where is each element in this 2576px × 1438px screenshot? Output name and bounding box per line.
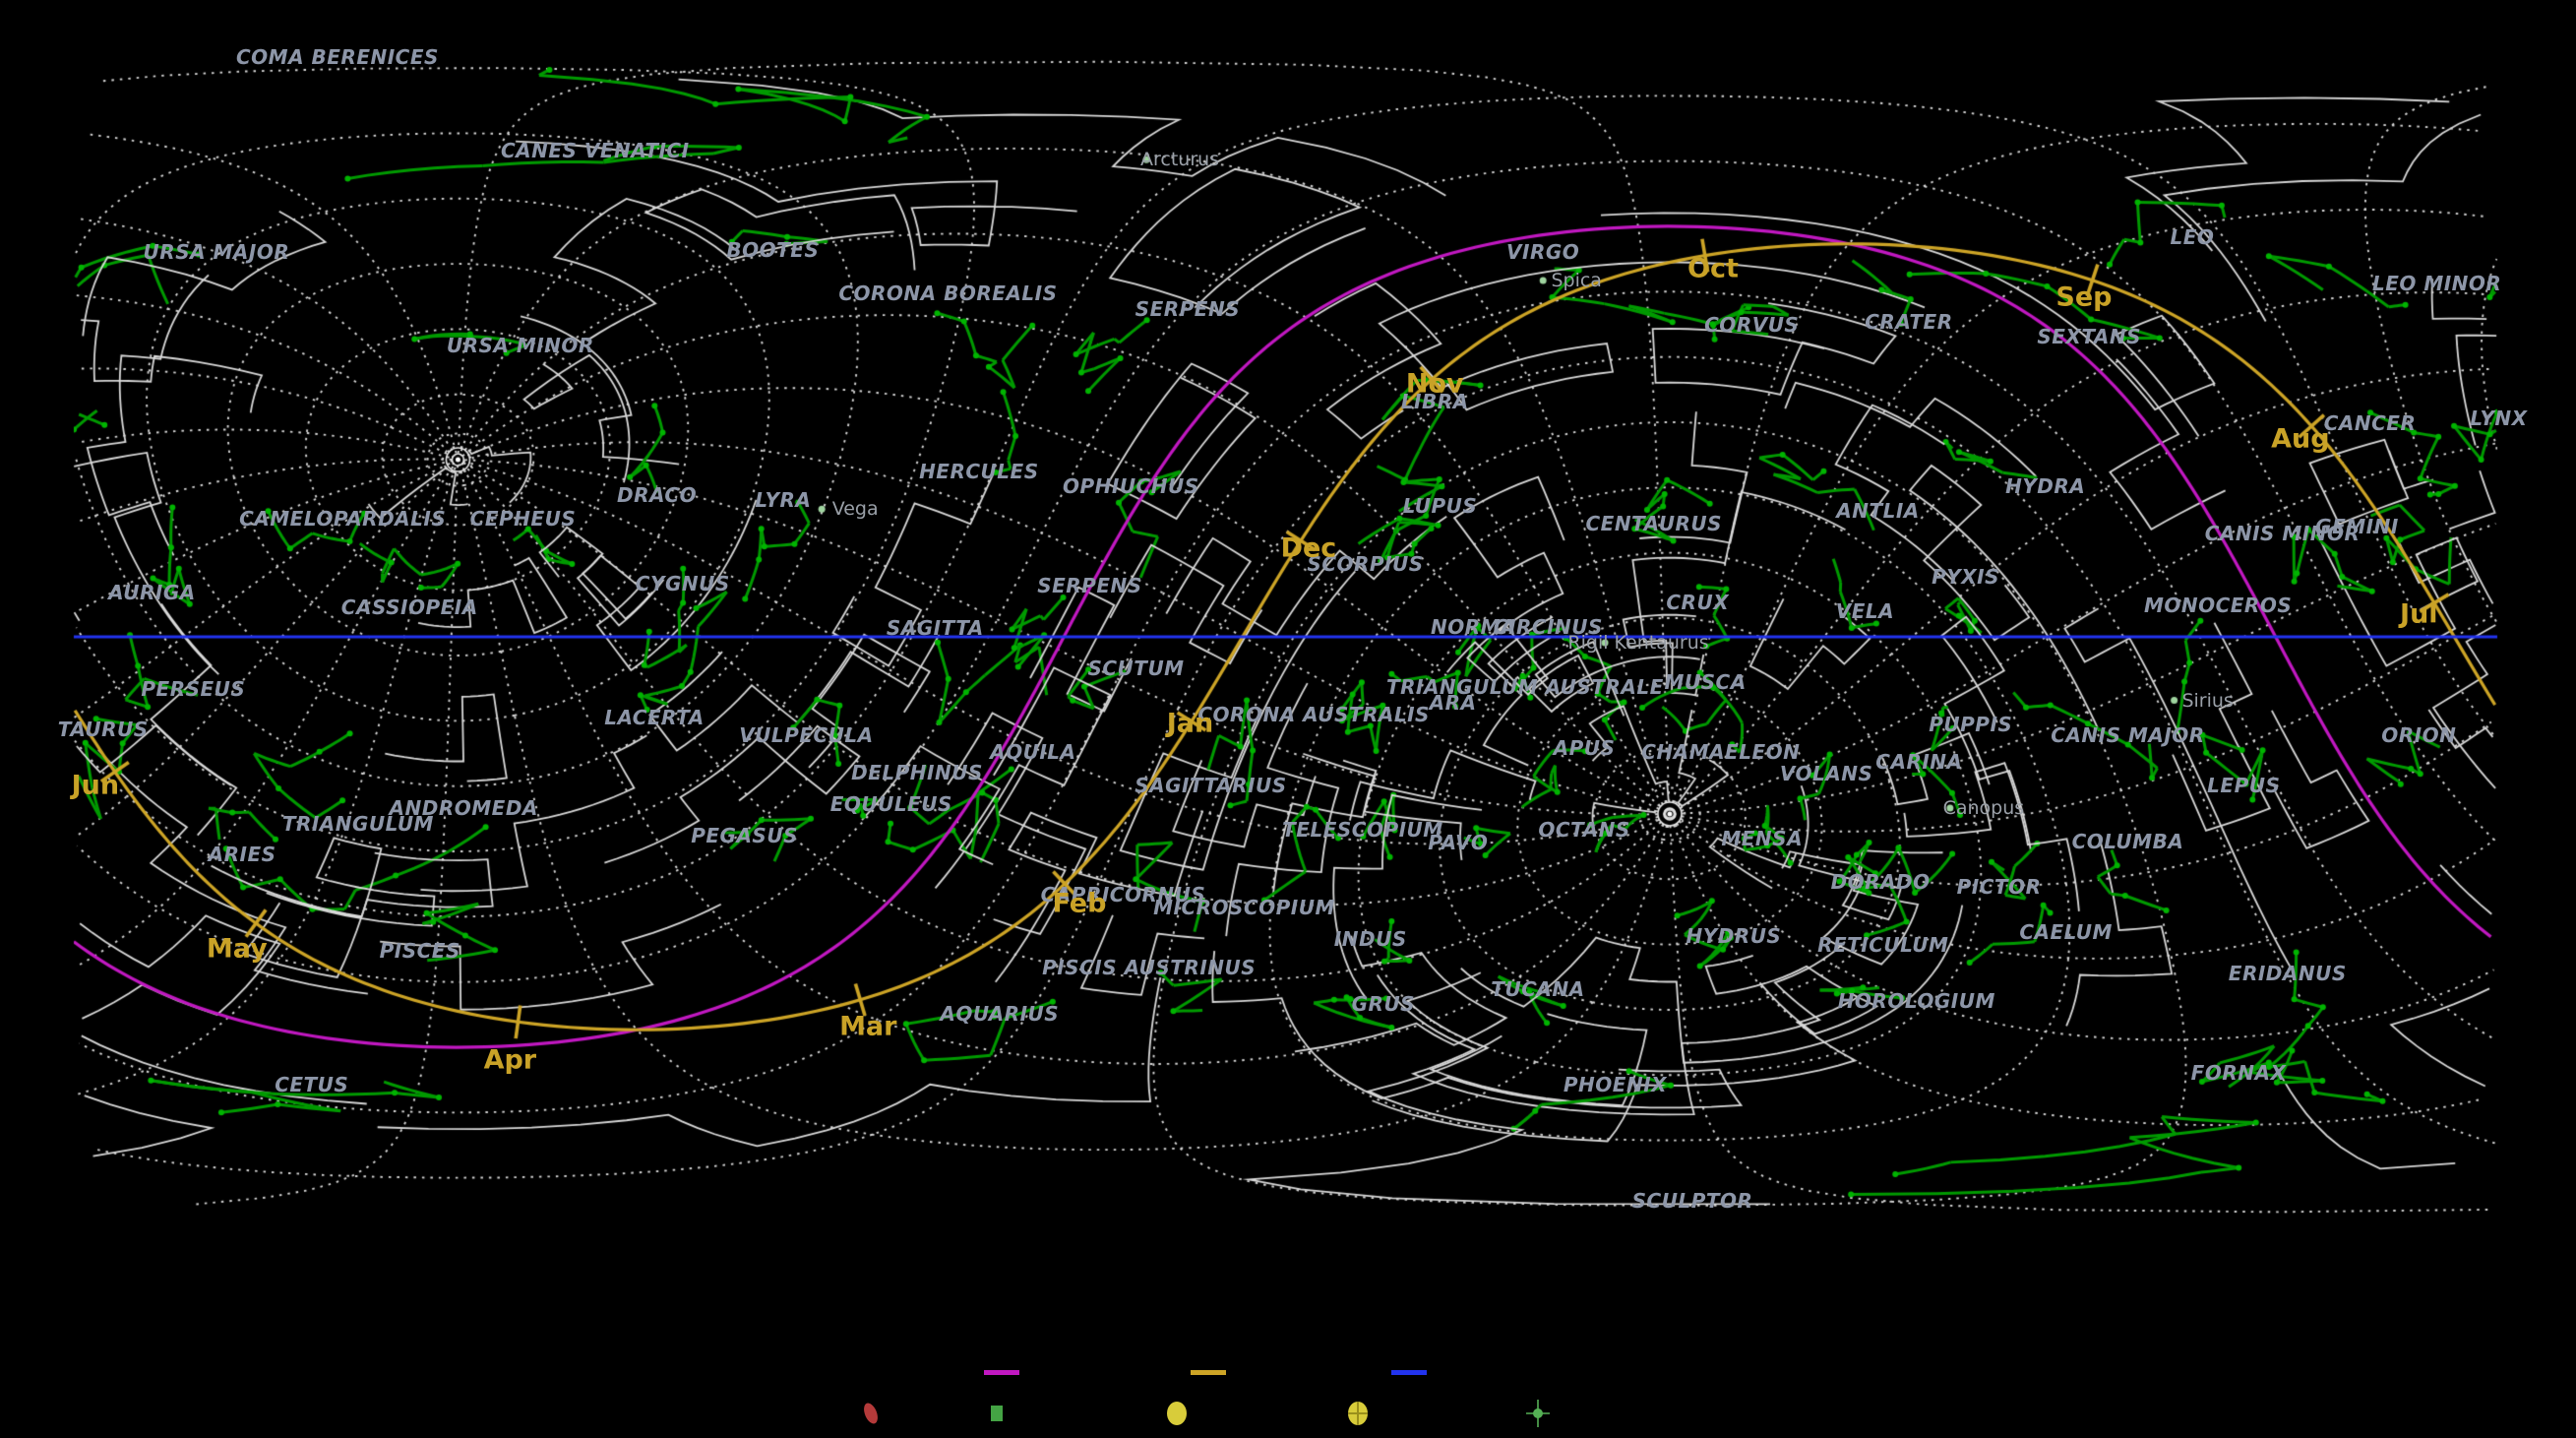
sky-chart: COMA BERENICES CANES VENATICI URSA MAJOR BO… bbox=[0, 0, 2576, 1438]
sky-map-canvas bbox=[0, 0, 2576, 1438]
